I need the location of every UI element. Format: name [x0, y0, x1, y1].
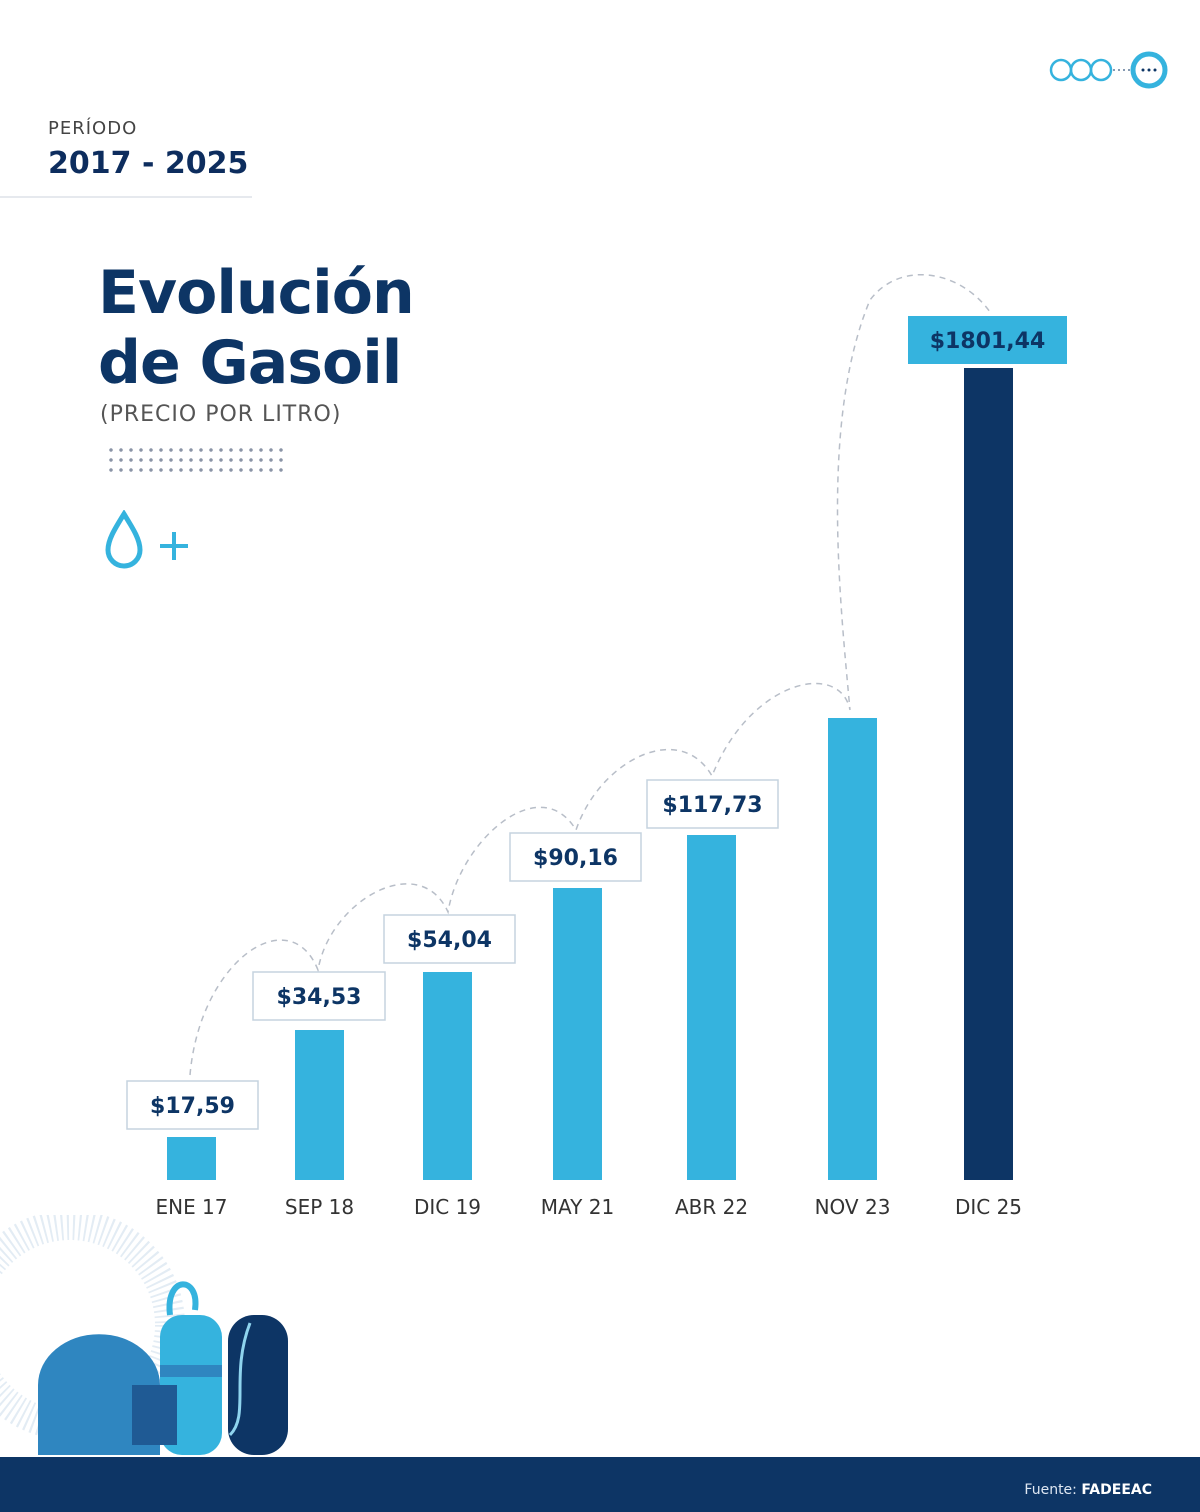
category-label: DIC 19 [414, 1195, 481, 1219]
category-label: ABR 22 [675, 1195, 748, 1219]
value-label-box [509, 832, 642, 882]
chart-title: Evolución de Gasoil [98, 258, 415, 398]
source-label: Fuente: [1024, 1482, 1077, 1498]
category-label: DIC 25 [955, 1195, 1022, 1219]
period-label: PERÍODO [48, 118, 138, 139]
value-label: $117,73 [662, 793, 762, 818]
dot-pattern [106, 445, 288, 475]
value-label-box [126, 1080, 259, 1130]
source-note: Fuente: FADEEAC [1024, 1482, 1152, 1498]
period-value: 2017 - 2025 [48, 146, 249, 181]
fuel-tanks-illustration [0, 1215, 288, 1455]
value-label-box [383, 914, 516, 964]
drop-plus-icon [105, 510, 188, 569]
title-line-1: Evolución [98, 258, 415, 328]
value-label-box [646, 779, 779, 829]
chart-subtitle: (PRECIO POR LITRO) [100, 402, 342, 427]
divider [0, 196, 252, 198]
connector-curve [189, 274, 991, 1076]
bar-sep-18 [295, 1030, 344, 1180]
category-label: SEP 18 [285, 1195, 354, 1219]
title-line-2: de Gasoil [98, 328, 402, 398]
bar-chart: ENE 17 $17,59 SEP 18 $34,53 DIC 19 $54,04 MAY … [126, 274, 1067, 1219]
bar-nov-23 [828, 718, 877, 1180]
bar-dic-25 [964, 368, 1013, 1180]
value-label: $90,16 [533, 846, 618, 871]
bar-abr-22 [687, 835, 736, 1180]
category-label: ENE 17 [155, 1195, 227, 1219]
dots-menu-icon [1049, 51, 1168, 89]
bar-dic-19 [423, 972, 472, 1180]
bar-may-21 [553, 888, 602, 1180]
value-label-box [252, 971, 386, 1021]
category-label: NOV 23 [815, 1195, 891, 1219]
value-label: $1801,44 [930, 329, 1046, 354]
footer-bar [0, 1457, 1200, 1512]
value-label: $17,59 [150, 1094, 235, 1119]
bar-ene-17 [167, 1137, 216, 1180]
value-label: $34,53 [277, 985, 362, 1010]
source-value: FADEEAC [1081, 1482, 1152, 1498]
value-label-box [908, 316, 1067, 364]
value-label: $54,04 [407, 928, 492, 953]
category-label: MAY 21 [541, 1195, 614, 1219]
